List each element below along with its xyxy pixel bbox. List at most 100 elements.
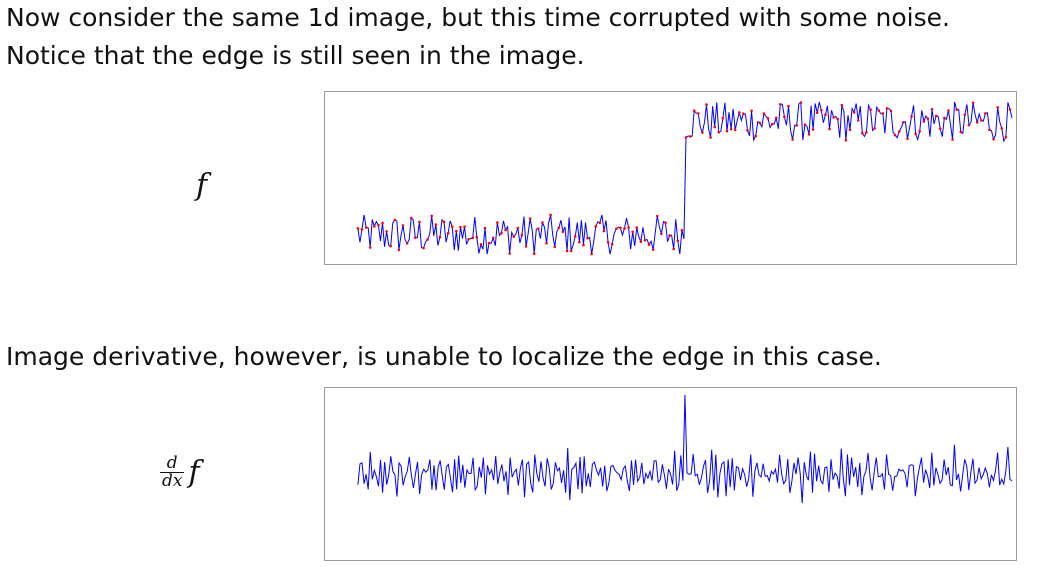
signal-marker — [770, 122, 774, 126]
signal-marker — [586, 236, 589, 240]
signal-marker — [787, 104, 790, 108]
signal-marker — [668, 234, 671, 237]
signal-marker — [655, 214, 659, 218]
signal-marker — [820, 108, 823, 112]
signal-marker — [676, 239, 680, 243]
signal-marker — [459, 225, 462, 229]
signal-marker — [455, 229, 458, 233]
signal-marker — [619, 226, 622, 230]
signal-marker — [565, 249, 569, 253]
signal-marker — [746, 129, 749, 132]
signal-marker — [934, 114, 938, 118]
signal-marker — [762, 112, 766, 115]
signal-marker — [721, 116, 725, 120]
signal-marker — [590, 252, 593, 256]
fraction-denominator: dx — [160, 471, 185, 491]
signal-marker — [766, 117, 770, 120]
noisy-signal-markers — [356, 101, 1012, 256]
signal-marker — [434, 223, 438, 226]
signal-marker — [631, 230, 634, 234]
signal-marker — [807, 133, 811, 136]
signal-marker — [397, 248, 401, 252]
signal-marker — [963, 113, 967, 116]
signal-marker — [500, 231, 503, 235]
signal-marker — [836, 117, 840, 121]
signal-marker — [627, 226, 630, 229]
signal-marker — [446, 231, 450, 235]
signal-marker — [373, 225, 376, 228]
signal-marker — [660, 232, 663, 236]
signal-marker — [733, 128, 737, 132]
signal-marker — [692, 109, 696, 113]
signal-marker — [783, 115, 786, 119]
signal-marker — [815, 111, 819, 115]
signal-marker — [742, 112, 745, 115]
signal-marker — [508, 252, 511, 255]
signal-marker — [951, 138, 954, 141]
signal-marker — [557, 226, 561, 230]
signal-marker — [869, 108, 872, 111]
signal-marker — [906, 137, 909, 141]
derivative-line — [357, 394, 1013, 504]
signal-marker — [463, 225, 466, 228]
signal-marker — [422, 246, 425, 250]
noisy-signal-plot — [324, 91, 1017, 265]
signal-marker — [405, 242, 409, 245]
signal-marker — [573, 235, 577, 238]
signal-marker — [643, 239, 647, 242]
signal-marker — [984, 112, 987, 115]
signal-marker — [496, 221, 499, 224]
signal-marker — [975, 121, 979, 124]
signal-marker — [971, 101, 975, 105]
signal-marker — [491, 236, 495, 240]
signal-marker — [856, 119, 860, 122]
intro-text-line-2: Notice that the edge is still seen in th… — [6, 41, 585, 70]
signal-marker — [877, 109, 881, 112]
signal-marker — [635, 226, 639, 229]
signal-marker — [381, 221, 384, 225]
signal-marker — [803, 123, 807, 127]
signal-marker — [471, 236, 475, 240]
signal-marker — [729, 127, 733, 131]
signal-marker — [651, 248, 655, 251]
signal-marker — [414, 236, 417, 240]
signal-marker — [409, 216, 413, 220]
signal-marker — [955, 108, 958, 111]
signal-marker — [828, 127, 831, 131]
signal-marker — [795, 124, 799, 127]
signal-marker — [393, 218, 397, 222]
signal-marker — [1004, 135, 1008, 139]
signal-marker — [750, 109, 753, 113]
signal-marker — [824, 113, 827, 116]
signal-marker — [389, 244, 393, 248]
signal-marker — [992, 138, 995, 141]
derivative-function: f — [188, 455, 200, 490]
signal-marker — [545, 241, 548, 245]
signal-marker — [1000, 127, 1004, 130]
derivative-fraction: d dx — [160, 455, 185, 491]
signal-marker — [532, 252, 536, 256]
signal-marker — [943, 116, 946, 120]
signal-marker — [516, 226, 520, 230]
signal-marker — [524, 245, 528, 248]
derivative-svg — [357, 394, 1013, 504]
signal-marker — [861, 131, 864, 135]
signal-marker — [988, 128, 991, 132]
signal-marker — [520, 233, 524, 237]
signal-marker — [688, 135, 692, 138]
signal-marker — [368, 246, 372, 249]
signal-marker — [401, 224, 405, 227]
signal-marker — [897, 130, 901, 133]
label-derivative: d dx f — [160, 455, 200, 490]
signal-marker — [791, 138, 794, 141]
signal-marker — [598, 221, 602, 225]
signal-marker — [614, 227, 618, 231]
signal-marker — [377, 223, 380, 227]
signal-marker — [754, 134, 757, 138]
signal-marker — [512, 235, 516, 238]
signal-marker — [799, 101, 803, 104]
signal-marker — [569, 249, 573, 253]
signal-marker — [709, 136, 712, 139]
signal-marker — [779, 102, 782, 106]
signal-marker — [758, 121, 762, 125]
